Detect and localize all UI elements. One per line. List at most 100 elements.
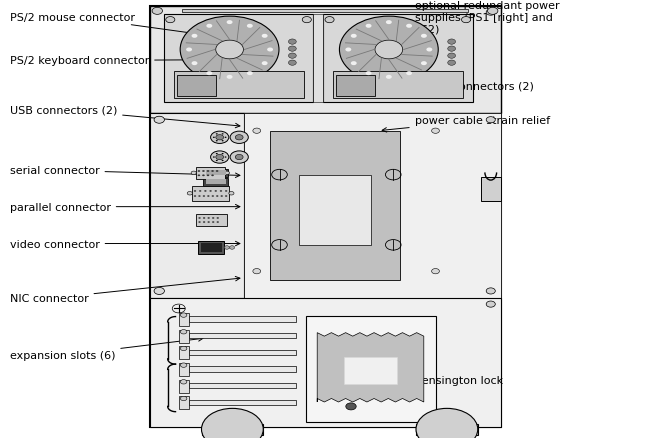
- Circle shape: [186, 48, 192, 53]
- Bar: [188, 400, 296, 405]
- Circle shape: [216, 155, 224, 160]
- Bar: [198, 242, 224, 254]
- Bar: [333, 72, 463, 99]
- Circle shape: [213, 138, 214, 139]
- Circle shape: [198, 171, 200, 173]
- Circle shape: [486, 288, 495, 294]
- Circle shape: [247, 25, 253, 29]
- Bar: [299, 175, 370, 245]
- Circle shape: [448, 54, 456, 59]
- Circle shape: [191, 172, 196, 175]
- Circle shape: [207, 218, 210, 219]
- Text: PS/2 keyboard connector: PS/2 keyboard connector: [10, 57, 240, 66]
- Circle shape: [211, 171, 214, 173]
- Circle shape: [365, 25, 372, 29]
- Circle shape: [194, 196, 196, 198]
- Bar: [270, 131, 400, 280]
- Circle shape: [486, 117, 495, 124]
- Circle shape: [198, 222, 201, 223]
- Circle shape: [227, 76, 233, 80]
- Bar: [306, 317, 436, 422]
- Bar: [196, 167, 225, 180]
- Text: power cable strain relief: power cable strain relief: [382, 116, 550, 133]
- Circle shape: [225, 157, 226, 158]
- Circle shape: [181, 363, 187, 367]
- Bar: [179, 363, 188, 376]
- Circle shape: [325, 18, 334, 24]
- Circle shape: [224, 172, 229, 175]
- Circle shape: [426, 48, 432, 53]
- Text: expansion slots (6): expansion slots (6): [10, 337, 203, 360]
- Circle shape: [181, 313, 187, 318]
- Bar: [179, 346, 188, 360]
- Circle shape: [214, 191, 217, 192]
- Circle shape: [207, 196, 209, 198]
- Bar: [206, 180, 226, 185]
- Bar: [179, 330, 188, 343]
- Circle shape: [213, 157, 214, 158]
- Circle shape: [289, 54, 296, 59]
- Circle shape: [488, 8, 498, 15]
- Bar: [174, 72, 304, 99]
- Circle shape: [181, 346, 187, 351]
- Bar: [323, 15, 473, 103]
- Bar: [203, 170, 228, 177]
- Circle shape: [199, 191, 202, 192]
- Circle shape: [216, 218, 219, 219]
- Circle shape: [207, 171, 209, 173]
- Circle shape: [253, 269, 261, 274]
- Bar: [244, 114, 500, 298]
- Bar: [203, 178, 228, 186]
- Circle shape: [216, 141, 218, 142]
- Circle shape: [216, 196, 218, 198]
- Bar: [188, 350, 296, 355]
- Circle shape: [462, 18, 471, 24]
- Bar: [202, 424, 263, 435]
- Circle shape: [194, 191, 196, 192]
- Circle shape: [204, 191, 207, 192]
- Text: optional redundant power
supplies (PS1 [right] and
PS2): optional redundant power supplies (PS1 […: [380, 1, 559, 34]
- Text: video connector: video connector: [10, 239, 240, 249]
- Bar: [164, 15, 313, 103]
- Circle shape: [220, 191, 222, 192]
- Circle shape: [235, 135, 243, 141]
- Circle shape: [486, 10, 495, 16]
- Bar: [336, 75, 375, 96]
- Circle shape: [432, 129, 439, 134]
- Circle shape: [351, 35, 357, 39]
- Bar: [188, 333, 296, 339]
- Text: serial connector: serial connector: [10, 166, 240, 178]
- Circle shape: [346, 403, 356, 410]
- Circle shape: [289, 40, 296, 45]
- Circle shape: [351, 62, 357, 66]
- Circle shape: [154, 288, 164, 295]
- Circle shape: [154, 117, 164, 124]
- Circle shape: [209, 191, 212, 192]
- Circle shape: [448, 40, 456, 45]
- Bar: [179, 380, 188, 393]
- Circle shape: [229, 246, 235, 250]
- Circle shape: [211, 132, 229, 144]
- Bar: [179, 396, 188, 410]
- Circle shape: [421, 35, 427, 39]
- Circle shape: [386, 76, 392, 80]
- Circle shape: [203, 218, 205, 219]
- Circle shape: [406, 72, 412, 76]
- Bar: [188, 317, 296, 322]
- Circle shape: [448, 47, 456, 52]
- Circle shape: [365, 72, 372, 76]
- Circle shape: [235, 155, 243, 160]
- Circle shape: [230, 152, 248, 164]
- Circle shape: [220, 196, 223, 198]
- Circle shape: [230, 132, 248, 144]
- Bar: [201, 244, 222, 252]
- Bar: [150, 298, 500, 427]
- Circle shape: [386, 21, 392, 25]
- Circle shape: [339, 17, 438, 84]
- Text: power connectors (2): power connectors (2): [365, 82, 534, 94]
- Circle shape: [216, 171, 218, 173]
- Circle shape: [253, 129, 261, 134]
- Circle shape: [225, 138, 226, 139]
- Circle shape: [225, 191, 227, 192]
- Bar: [188, 367, 296, 372]
